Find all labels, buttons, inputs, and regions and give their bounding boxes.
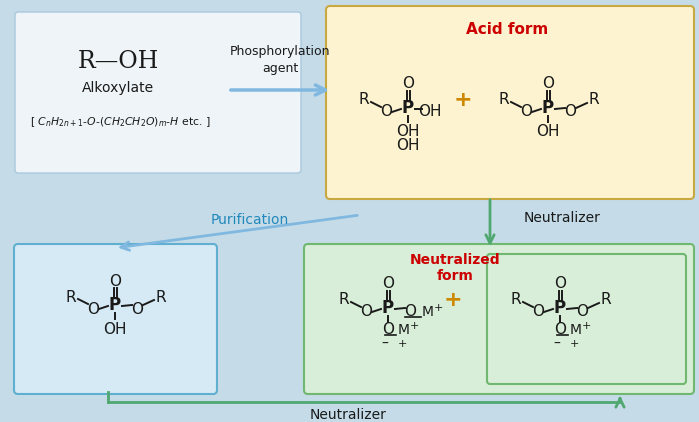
Text: R: R — [66, 289, 76, 305]
Text: O: O — [554, 276, 566, 292]
Text: O: O — [109, 273, 121, 289]
Text: M: M — [422, 305, 434, 319]
FancyBboxPatch shape — [14, 244, 217, 394]
Text: Phosphorylation
agent: Phosphorylation agent — [230, 45, 330, 75]
Text: Acid form: Acid form — [466, 22, 548, 38]
FancyBboxPatch shape — [487, 254, 686, 384]
Text: M: M — [398, 323, 410, 337]
Text: O: O — [402, 76, 414, 92]
Text: Neutralized
form: Neutralized form — [410, 253, 500, 283]
Text: –: – — [382, 337, 389, 351]
Text: OH: OH — [536, 124, 560, 140]
Text: P: P — [109, 296, 121, 314]
Text: R: R — [156, 289, 166, 305]
Text: O: O — [576, 305, 588, 319]
Text: O: O — [554, 322, 566, 338]
Text: OH: OH — [396, 138, 420, 154]
Text: O: O — [382, 276, 394, 292]
Text: P: P — [382, 299, 394, 317]
Text: R—OH: R—OH — [78, 51, 159, 73]
Text: +: + — [444, 290, 462, 310]
Text: Neutralizer: Neutralizer — [310, 408, 387, 422]
Text: P: P — [542, 99, 554, 117]
Text: O: O — [520, 105, 532, 119]
Text: P: P — [402, 99, 414, 117]
Text: R: R — [339, 292, 350, 308]
Text: O: O — [404, 305, 416, 319]
Text: OH: OH — [418, 105, 442, 119]
Text: $\left[\ C_nH_{2n+1}\text{-}O\text{-}(CH_2CH_2O)_m\text{-}H\ \text{etc.}\ \right: $\left[\ C_nH_{2n+1}\text{-}O\text{-}(CH… — [30, 115, 211, 129]
Text: +: + — [454, 90, 473, 110]
Text: R: R — [600, 292, 612, 308]
Text: Purification: Purification — [211, 213, 289, 227]
Text: O: O — [380, 105, 392, 119]
Text: O: O — [87, 301, 99, 316]
FancyBboxPatch shape — [304, 244, 694, 394]
Text: Alkoxylate: Alkoxylate — [82, 81, 154, 95]
FancyBboxPatch shape — [326, 6, 694, 199]
Text: R: R — [589, 92, 599, 108]
Text: +: + — [397, 339, 407, 349]
Text: +: + — [434, 303, 443, 313]
FancyBboxPatch shape — [15, 12, 301, 173]
Text: Neutralizer: Neutralizer — [524, 211, 601, 225]
Text: OH: OH — [396, 124, 420, 140]
Text: R: R — [498, 92, 510, 108]
Text: P: P — [554, 299, 566, 317]
Text: O: O — [131, 301, 143, 316]
Text: OH: OH — [103, 322, 127, 336]
Text: +: + — [582, 321, 591, 331]
Text: O: O — [564, 105, 576, 119]
Text: R: R — [511, 292, 521, 308]
Text: O: O — [542, 76, 554, 92]
Text: O: O — [382, 322, 394, 338]
Text: R: R — [359, 92, 369, 108]
Text: O: O — [532, 305, 544, 319]
Text: +: + — [410, 321, 419, 331]
Text: M: M — [570, 323, 582, 337]
Text: –: – — [554, 337, 561, 351]
Text: +: + — [569, 339, 579, 349]
Text: O: O — [360, 305, 372, 319]
